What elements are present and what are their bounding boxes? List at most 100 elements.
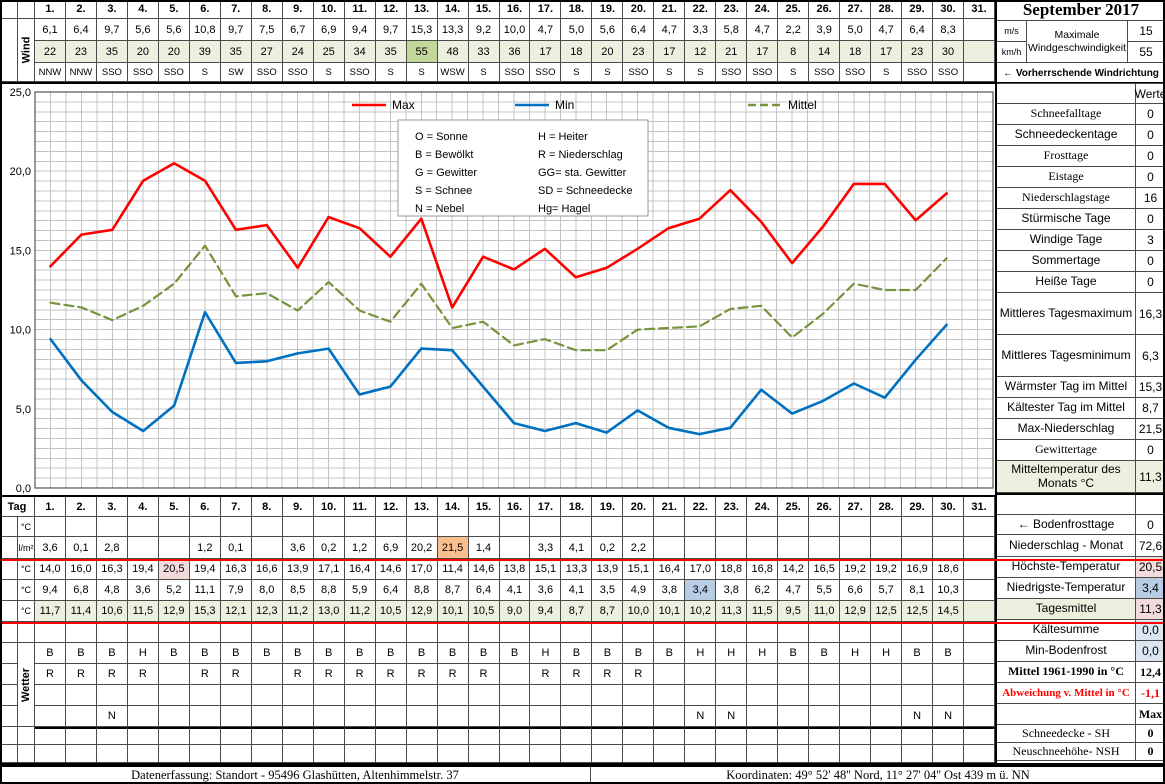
weather-code-cell[interactable]: B: [220, 643, 252, 664]
snow-cell[interactable]: [158, 727, 190, 745]
snow-cell[interactable]: [592, 727, 624, 745]
tmax-cell[interactable]: 16,5: [809, 559, 841, 580]
empty-cell[interactable]: [344, 622, 376, 643]
precip-cell[interactable]: [778, 537, 810, 559]
wind-ms-cell[interactable]: 4,7: [747, 19, 779, 41]
weather-code-cell[interactable]: [530, 706, 562, 727]
day-header[interactable]: 5.: [158, 497, 190, 517]
weather-code-cell[interactable]: N: [933, 706, 965, 727]
weather-code-cell[interactable]: B: [375, 643, 407, 664]
wind-ms-cell[interactable]: 9,7: [96, 19, 128, 41]
wind-ms-cell[interactable]: 6,9: [313, 19, 345, 41]
wind-ms-cell[interactable]: 15,3: [406, 19, 438, 41]
tmin-cell[interactable]: 3,6: [127, 580, 159, 601]
snow-cell[interactable]: [778, 727, 810, 745]
tmax-cell[interactable]: 16,3: [96, 559, 128, 580]
snow-cell[interactable]: [530, 727, 562, 745]
day-header[interactable]: 15.: [468, 497, 500, 517]
wind-dir-cell[interactable]: SW: [220, 63, 252, 82]
weather-code-cell[interactable]: [189, 706, 221, 727]
tmean-cell[interactable]: 9,5: [778, 601, 810, 622]
bodenfrost-temp-cell[interactable]: [189, 517, 221, 537]
empty-cell[interactable]: [685, 622, 717, 643]
empty-cell[interactable]: [437, 622, 469, 643]
tmin-cell[interactable]: 8,1: [902, 580, 934, 601]
snow-cell[interactable]: [499, 727, 531, 745]
wind-dir-cell[interactable]: SSO: [158, 63, 190, 82]
tmax-cell[interactable]: 19,4: [189, 559, 221, 580]
stat-value[interactable]: 3: [1135, 230, 1165, 251]
wind-day-header[interactable]: 13.: [406, 0, 438, 19]
weather-code-cell[interactable]: N: [96, 706, 128, 727]
weather-code-cell[interactable]: [623, 706, 655, 727]
weather-code-cell[interactable]: R: [282, 664, 314, 685]
empty-cell[interactable]: [530, 622, 562, 643]
weather-code-cell[interactable]: [871, 664, 903, 685]
max-wind-ms-value[interactable]: 15: [1128, 21, 1165, 42]
snow-cell[interactable]: [437, 727, 469, 745]
weather-code-cell[interactable]: [499, 664, 531, 685]
wind-dir-cell[interactable]: S: [778, 63, 810, 82]
empty-cell[interactable]: [840, 622, 872, 643]
snow-cell[interactable]: [189, 727, 221, 745]
weather-code-cell[interactable]: [375, 685, 407, 706]
day-header[interactable]: 1.: [35, 497, 66, 517]
tmean-cell[interactable]: 11,5: [127, 601, 159, 622]
snow-cell[interactable]: [344, 727, 376, 745]
empty-cell[interactable]: [96, 622, 128, 643]
snow-cell[interactable]: [282, 745, 314, 763]
wind-day-header[interactable]: 26.: [809, 0, 841, 19]
wind-day-header[interactable]: 15.: [468, 0, 500, 19]
snow-cell[interactable]: [902, 745, 934, 763]
empty-cell[interactable]: [313, 622, 345, 643]
precip-cell[interactable]: 2,2: [623, 537, 655, 559]
weather-code-cell[interactable]: [871, 706, 903, 727]
weather-code-cell[interactable]: [561, 706, 593, 727]
wind-dir-cell[interactable]: SSO: [251, 63, 283, 82]
bodenfrost-temp-cell[interactable]: [282, 517, 314, 537]
snow-cell[interactable]: [623, 727, 655, 745]
tmin-cell[interactable]: 8,0: [251, 580, 283, 601]
wind-day-header[interactable]: 31.: [964, 0, 995, 19]
wind-ms-cell[interactable]: 7,5: [251, 19, 283, 41]
wind-kmh-cell[interactable]: 8: [778, 41, 810, 63]
tmin-cell[interactable]: 6,2: [747, 580, 779, 601]
tmean-cell[interactable]: 12,5: [902, 601, 934, 622]
weather-code-cell[interactable]: R: [530, 664, 562, 685]
weather-code-cell[interactable]: H: [716, 643, 748, 664]
tmax-cell[interactable]: 16,8: [747, 559, 779, 580]
weather-code-cell[interactable]: H: [530, 643, 562, 664]
precip-cell[interactable]: 3,3: [530, 537, 562, 559]
empty-cell[interactable]: [592, 622, 624, 643]
weather-code-cell[interactable]: [344, 685, 376, 706]
weather-code-cell[interactable]: B: [499, 643, 531, 664]
empty-cell[interactable]: [654, 622, 686, 643]
tmax-cell[interactable]: 14,6: [468, 559, 500, 580]
tmin-cell[interactable]: 3,4: [685, 580, 717, 601]
weather-code-cell[interactable]: H: [127, 643, 159, 664]
wind-dir-cell[interactable]: S: [468, 63, 500, 82]
bodenfrost-temp-cell[interactable]: [840, 517, 872, 537]
tmax-cell[interactable]: 13,8: [499, 559, 531, 580]
wind-kmh-cell[interactable]: 35: [375, 41, 407, 63]
snow-cell[interactable]: [623, 745, 655, 763]
weather-code-cell[interactable]: H: [685, 643, 717, 664]
weather-code-cell[interactable]: R: [313, 664, 345, 685]
empty-cell[interactable]: [902, 622, 934, 643]
wind-kmh-cell[interactable]: 21: [716, 41, 748, 63]
wind-dir-cell[interactable]: S: [654, 63, 686, 82]
weather-code-cell[interactable]: [251, 664, 283, 685]
wind-day-header[interactable]: 30.: [933, 0, 965, 19]
stat-value[interactable]: 16,3: [1135, 293, 1165, 335]
precip-cell[interactable]: 20,2: [406, 537, 438, 559]
day-header[interactable]: 11.: [344, 497, 376, 517]
weather-code-cell[interactable]: H: [840, 643, 872, 664]
wind-day-header[interactable]: 10.: [313, 0, 345, 19]
weather-code-cell[interactable]: [127, 706, 159, 727]
weather-code-cell[interactable]: [778, 664, 810, 685]
wind-dir-cell[interactable]: WSW: [437, 63, 469, 82]
stat-value[interactable]: 21,5: [1135, 419, 1165, 440]
tmin-cell[interactable]: 8,5: [282, 580, 314, 601]
empty-cell[interactable]: [282, 622, 314, 643]
day-header[interactable]: 31.: [964, 497, 995, 517]
